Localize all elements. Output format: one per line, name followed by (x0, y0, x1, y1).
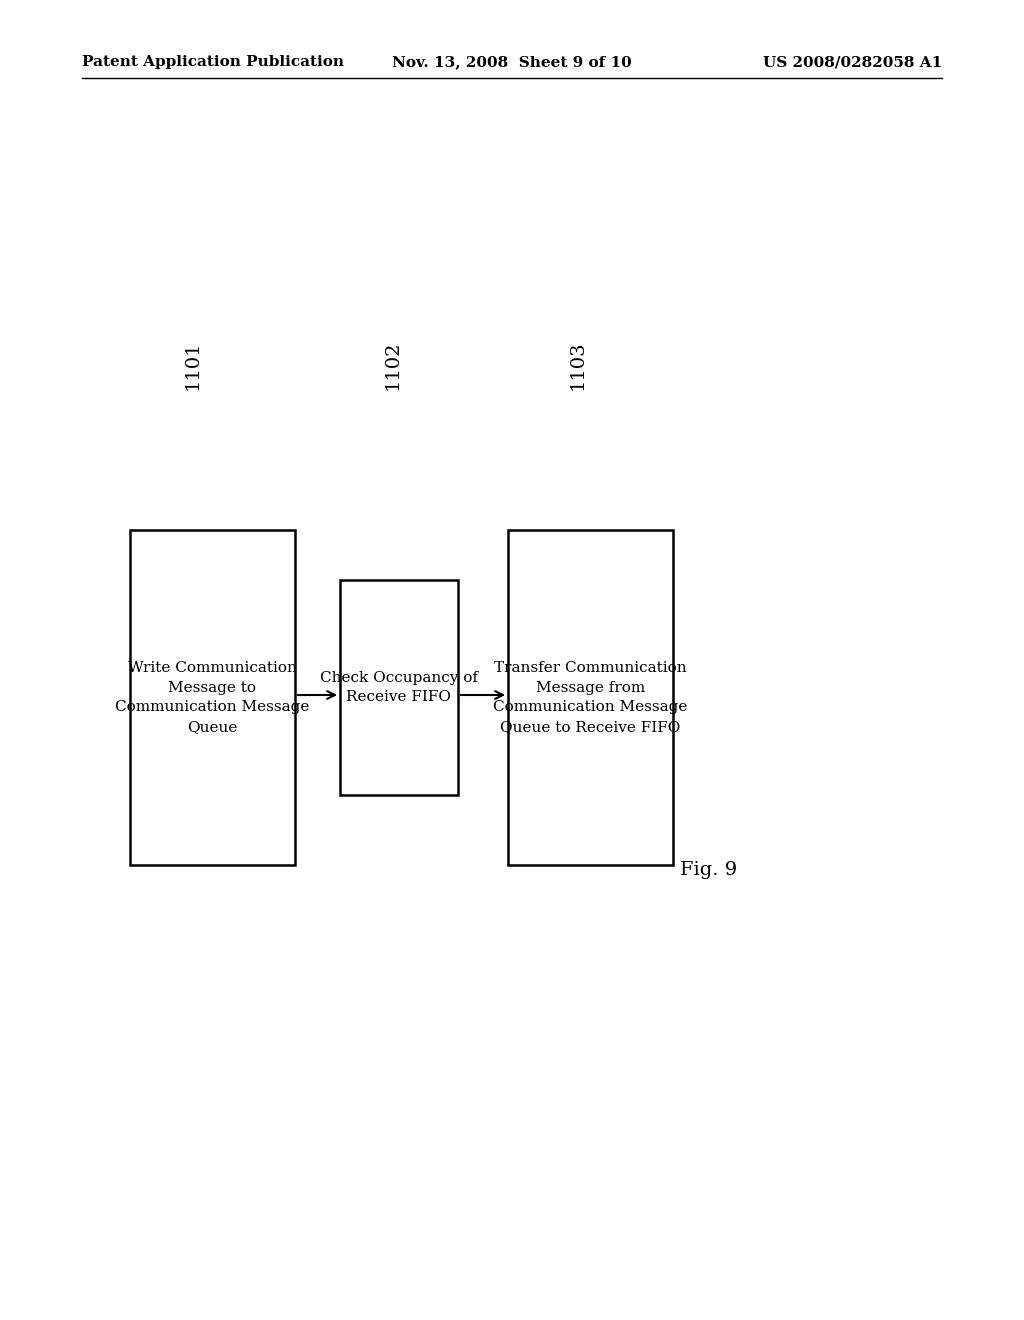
Text: 1101: 1101 (184, 341, 202, 389)
Bar (508, 531, 673, 865)
Text: Patent Application Publication: Patent Application Publication (82, 55, 344, 69)
Text: Write Communication
Message to
Communication Message
Queue: Write Communication Message to Communica… (116, 661, 309, 734)
Text: Fig. 9: Fig. 9 (680, 861, 737, 879)
Text: 1102: 1102 (384, 341, 402, 389)
Text: Nov. 13, 2008  Sheet 9 of 10: Nov. 13, 2008 Sheet 9 of 10 (392, 55, 632, 69)
Bar (130, 531, 295, 865)
Bar (340, 579, 458, 795)
Text: Transfer Communication
Message from
Communication Message
Queue to Receive FIFO: Transfer Communication Message from Comm… (494, 661, 688, 734)
Text: US 2008/0282058 A1: US 2008/0282058 A1 (763, 55, 942, 69)
Text: Check Occupancy of
Receive FIFO: Check Occupancy of Receive FIFO (319, 671, 478, 705)
Text: 1103: 1103 (569, 341, 587, 389)
